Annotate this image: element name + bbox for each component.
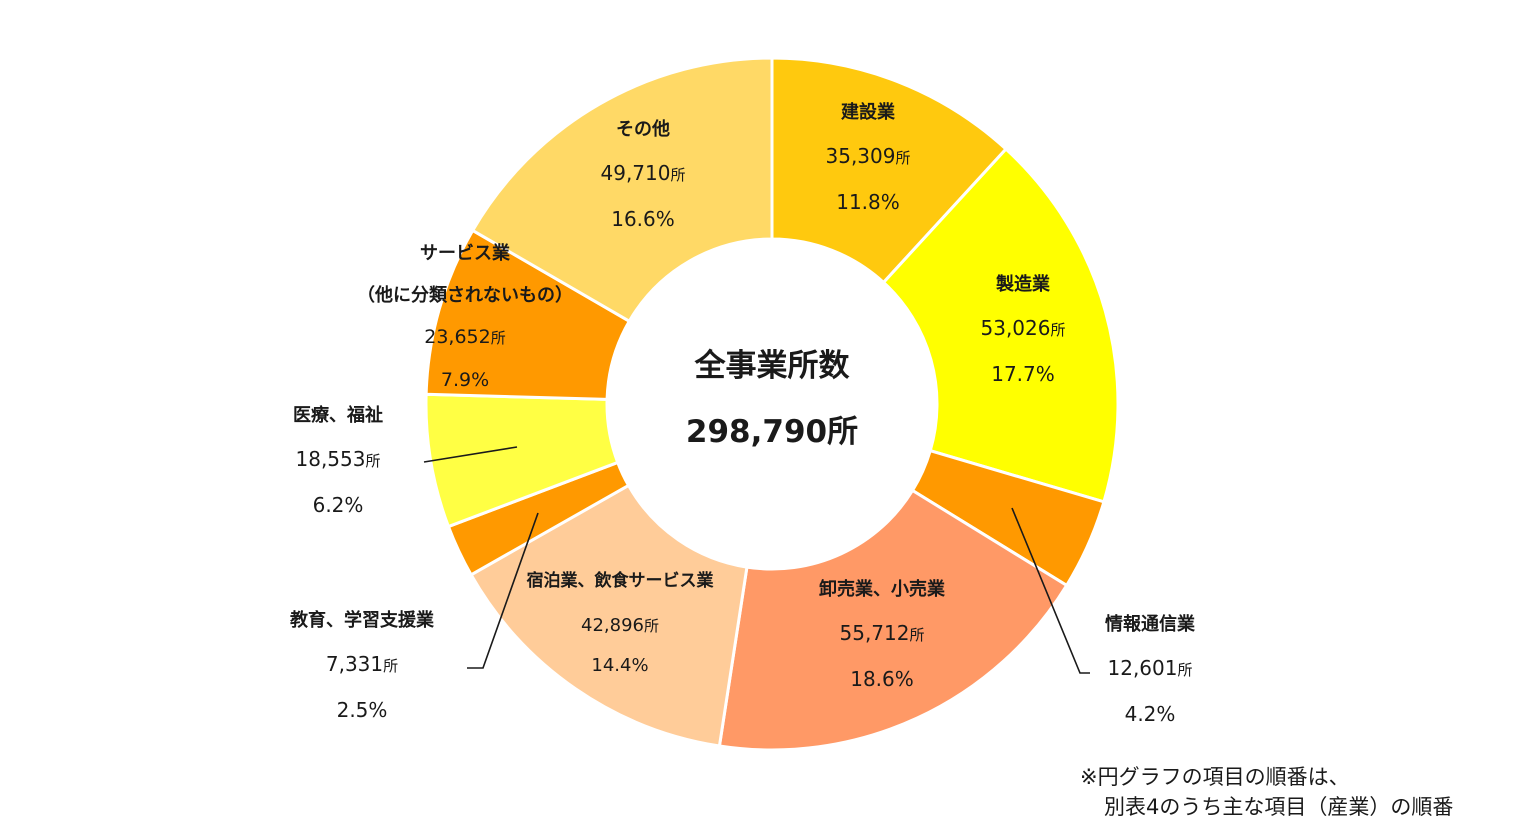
label-education: 教育、学習支援業 7,331所 2.5% xyxy=(290,610,434,722)
leader-line-info xyxy=(1011,507,1090,674)
slice-0 xyxy=(770,56,1009,285)
leader-lines xyxy=(423,446,1090,674)
leader-line-education xyxy=(467,512,539,669)
label-other: その他 49,710所 16.6% xyxy=(600,119,686,231)
note-line-2: 別表4のうち主な項目（産業）の順番 xyxy=(1104,795,1454,819)
slice-8 xyxy=(470,56,774,324)
label-manufacturing: 製造業 53,026所 17.7% xyxy=(980,274,1066,386)
label-wholesale-retail: 卸売業、小売業 55,712所 18.6% xyxy=(819,579,945,691)
label-services-other: サービス業 （他に分類されないもの） 23,652所 7.9% xyxy=(357,243,573,391)
total-title: 全事業所数 xyxy=(694,348,850,384)
note-line-1: ※円グラフの項目の順番は、 xyxy=(1080,765,1350,789)
slice-4 xyxy=(469,483,749,748)
label-information-communication: 情報通信業 12,601所 4.2% xyxy=(1105,614,1195,726)
label-construction: 建設業 35,309所 11.8% xyxy=(825,102,911,214)
leader-line-medical xyxy=(423,446,518,463)
order-note: ※円グラフの項目の順番は、 別表4のうち主な項目（産業）の順番 xyxy=(1080,762,1453,822)
total-value: 298,790所 xyxy=(685,414,859,450)
label-accommodation-food: 宿泊業、飲食サービス業 42,896所 14.4% xyxy=(526,571,714,676)
donut-center-total: 全事業所数 298,790所 xyxy=(686,348,858,450)
donut-slices xyxy=(424,56,1120,752)
label-medical-welfare: 医療、福祉 18,553所 6.2% xyxy=(293,405,383,517)
slice-1 xyxy=(881,146,1120,504)
slice-3 xyxy=(717,488,1069,752)
